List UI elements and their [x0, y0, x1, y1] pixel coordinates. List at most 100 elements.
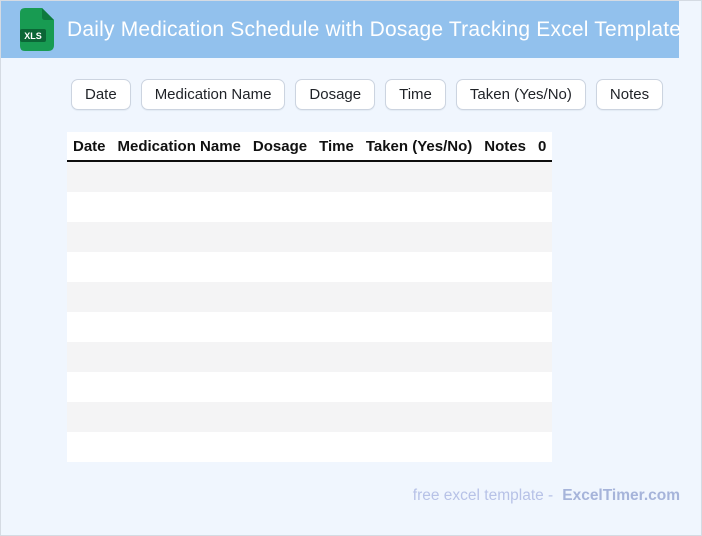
table-cell-empty: [532, 372, 552, 402]
column-chip-row: Date Medication Name Dosage Time Taken (Yes/…: [71, 79, 664, 110]
table-cell-empty: [478, 161, 532, 192]
table-cell-empty: [478, 432, 532, 462]
table-cell-empty: [478, 222, 532, 252]
table-cell-empty: [247, 312, 313, 342]
column-chip-medication-name[interactable]: Medication Name: [140, 79, 286, 110]
table-cell-empty: [313, 342, 360, 372]
table-cell-empty: [67, 312, 112, 342]
table-cell-empty: [313, 161, 360, 192]
table-cell-empty: [478, 192, 532, 222]
table-cell-empty: [67, 282, 112, 312]
table-cell-empty: [360, 252, 478, 282]
table-cell-empty: [112, 432, 247, 462]
table-cell-empty: [112, 161, 247, 192]
table-row: [67, 222, 553, 252]
column-header-notes: Notes: [478, 132, 532, 162]
column-header-date: Date: [67, 132, 112, 162]
table-cell-empty: [112, 372, 247, 402]
table-cell-empty: [478, 282, 532, 312]
table-row: [67, 161, 553, 192]
table-cell-empty: [532, 282, 552, 312]
header-row: Date Medication Name Dosage Time Taken (Yes/…: [67, 132, 553, 162]
schedule-table-body: [67, 161, 553, 462]
table-cell-empty: [67, 402, 112, 432]
table-cell-empty: [478, 312, 532, 342]
column-header-taken-yes-no: Taken (Yes/No): [359, 132, 479, 162]
table-cell-empty: [247, 252, 313, 282]
table-cell-empty: [313, 432, 360, 462]
schedule-table-head: Date Medication Name Dosage Time Taken (Yes/…: [67, 132, 553, 162]
table-row: [67, 252, 553, 282]
table-cell-empty: [112, 192, 247, 222]
column-header-dosage: Dosage: [246, 132, 314, 162]
table-cell-empty: [532, 161, 552, 192]
table-cell-empty: [532, 252, 552, 282]
table-row: [67, 312, 553, 342]
table-cell-empty: [360, 161, 478, 192]
table-cell-empty: [247, 192, 313, 222]
schedule-table-wrap: Date Medication Name Dosage Time Taken (Yes/…: [67, 132, 553, 462]
table-cell-empty: [247, 372, 313, 402]
footer: free excel template - ExcelTimer.com: [413, 487, 680, 505]
table-cell-empty: [67, 372, 112, 402]
table-cell-empty: [247, 222, 313, 252]
column-chip-dosage[interactable]: Dosage: [295, 79, 376, 110]
table-cell-empty: [478, 402, 532, 432]
table-cell-empty: [67, 252, 112, 282]
table-cell-empty: [532, 402, 552, 432]
page-title: Daily Medication Schedule with Dosage Tr…: [67, 17, 682, 41]
table-row: [67, 342, 553, 372]
table-cell-empty: [247, 402, 313, 432]
table-row: [67, 192, 553, 222]
column-chip-time[interactable]: Time: [385, 79, 446, 110]
column-header-time: Time: [313, 132, 360, 162]
table-cell-empty: [313, 312, 360, 342]
table-row: [67, 372, 553, 402]
table-cell-empty: [247, 432, 313, 462]
table-cell-empty: [247, 282, 313, 312]
table-cell-empty: [67, 161, 112, 192]
table-cell-empty: [313, 402, 360, 432]
table-cell-empty: [112, 282, 247, 312]
footer-brand-link[interactable]: ExcelTimer.com: [562, 487, 680, 504]
table-cell-empty: [360, 342, 478, 372]
table-cell-empty: [313, 192, 360, 222]
schedule-table: Date Medication Name Dosage Time Taken (Yes/…: [67, 132, 553, 462]
table-row: [67, 402, 553, 432]
table-cell-empty: [112, 222, 247, 252]
footer-text: free excel template -: [412, 487, 554, 504]
table-cell-empty: [532, 312, 552, 342]
header-bar: XLS Daily Medication Schedule with Dosag…: [1, 1, 682, 58]
table-cell-empty: [478, 372, 532, 402]
column-chip-notes[interactable]: Notes: [595, 79, 664, 110]
table-cell-empty: [112, 402, 247, 432]
table-cell-empty: [67, 222, 112, 252]
table-cell-empty: [532, 432, 552, 462]
table-cell-empty: [67, 342, 112, 372]
table-cell-empty: [360, 282, 478, 312]
table-cell-empty: [112, 252, 247, 282]
table-row: [67, 432, 553, 462]
table-cell-empty: [532, 342, 552, 372]
table-cell-empty: [360, 372, 478, 402]
table-cell-empty: [67, 192, 112, 222]
table-cell-empty: [313, 222, 360, 252]
table-cell-empty: [532, 192, 552, 222]
table-cell-empty: [360, 402, 478, 432]
column-chip-taken-yes-no[interactable]: Taken (Yes/No): [455, 79, 586, 110]
xls-file-icon: XLS: [20, 8, 54, 51]
table-cell-empty: [313, 252, 360, 282]
table-cell-empty: [532, 222, 552, 252]
column-chip-date[interactable]: Date: [71, 79, 131, 110]
table-cell-empty: [67, 432, 112, 462]
table-cell-empty: [112, 312, 247, 342]
table-cell-empty: [478, 252, 532, 282]
table-cell-empty: [360, 432, 478, 462]
table-cell-empty: [478, 342, 532, 372]
table-cell-empty: [360, 222, 478, 252]
table-cell-empty: [247, 161, 313, 192]
table-cell-empty: [360, 192, 478, 222]
table-row: [67, 282, 553, 312]
column-header-0: 0: [531, 132, 553, 162]
